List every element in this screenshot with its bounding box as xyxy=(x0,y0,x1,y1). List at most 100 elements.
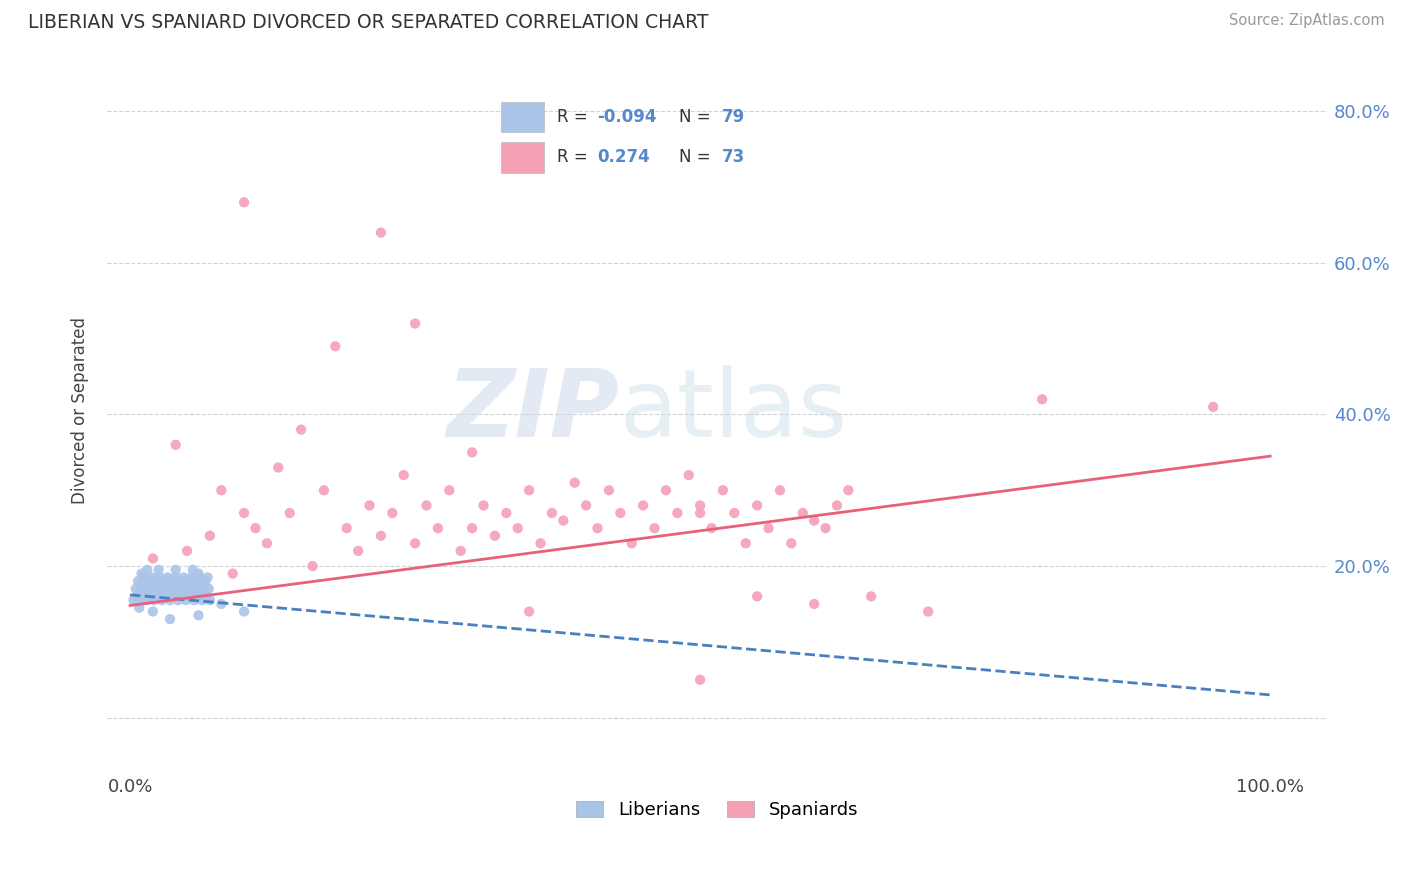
Point xyxy=(529,536,551,550)
Point xyxy=(152,578,174,592)
Point xyxy=(917,605,939,619)
Point xyxy=(184,578,207,592)
Point xyxy=(165,570,187,584)
Point xyxy=(181,582,204,596)
Point xyxy=(575,499,598,513)
Point xyxy=(162,585,184,599)
Point xyxy=(404,536,426,550)
Point xyxy=(129,593,152,607)
Point xyxy=(209,483,232,498)
Point xyxy=(142,582,165,596)
Point xyxy=(233,605,256,619)
Point xyxy=(180,590,202,604)
Point xyxy=(191,593,214,607)
Point xyxy=(155,574,177,589)
Point xyxy=(517,483,540,498)
Text: LIBERIAN VS SPANIARD DIVORCED OR SEPARATED CORRELATION CHART: LIBERIAN VS SPANIARD DIVORCED OR SEPARAT… xyxy=(28,13,709,32)
Point xyxy=(370,226,392,240)
Point xyxy=(136,574,159,589)
Point xyxy=(153,585,176,599)
Point xyxy=(484,529,506,543)
Point xyxy=(198,593,221,607)
Point xyxy=(148,563,170,577)
Point xyxy=(381,506,404,520)
Point xyxy=(150,593,173,607)
Point xyxy=(631,499,654,513)
Point xyxy=(803,514,825,528)
Point xyxy=(176,544,198,558)
Point xyxy=(586,521,609,535)
Point xyxy=(689,673,711,687)
Point xyxy=(128,585,150,599)
Point xyxy=(191,578,214,592)
Point xyxy=(141,570,163,584)
Point xyxy=(323,339,346,353)
Point xyxy=(139,590,162,604)
Point xyxy=(174,593,197,607)
Point xyxy=(495,506,517,520)
Point xyxy=(194,574,217,589)
Point xyxy=(186,585,208,599)
Point xyxy=(678,468,700,483)
Point xyxy=(142,551,165,566)
Point xyxy=(197,570,219,584)
Point xyxy=(312,483,335,498)
Point xyxy=(172,590,194,604)
Point xyxy=(747,590,769,604)
Point xyxy=(142,605,165,619)
Point xyxy=(426,521,449,535)
Point xyxy=(179,574,201,589)
Point xyxy=(132,590,155,604)
Y-axis label: Divorced or Separated: Divorced or Separated xyxy=(72,318,89,504)
Point xyxy=(598,483,620,498)
Point xyxy=(461,521,484,535)
Point xyxy=(256,536,278,550)
Point xyxy=(541,506,564,520)
Point xyxy=(769,483,792,498)
Point xyxy=(157,582,180,596)
Point xyxy=(195,590,218,604)
Point xyxy=(609,506,631,520)
Point xyxy=(146,574,169,589)
Point xyxy=(689,499,711,513)
Point xyxy=(187,566,209,581)
Point xyxy=(564,475,586,490)
Point xyxy=(517,605,540,619)
Legend: Liberians, Spaniards: Liberians, Spaniards xyxy=(569,794,866,827)
Point xyxy=(734,536,756,550)
Point xyxy=(170,574,193,589)
Point xyxy=(267,460,290,475)
Point xyxy=(711,483,734,498)
Point xyxy=(780,536,803,550)
Point xyxy=(148,590,170,604)
Point xyxy=(825,499,848,513)
Point xyxy=(450,544,472,558)
Point xyxy=(125,582,148,596)
Point xyxy=(506,521,529,535)
Point xyxy=(814,521,837,535)
Point xyxy=(655,483,678,498)
Point xyxy=(461,445,484,459)
Point xyxy=(233,506,256,520)
Point xyxy=(131,578,153,592)
Point xyxy=(165,438,187,452)
Point xyxy=(186,574,208,589)
Point xyxy=(620,536,643,550)
Point xyxy=(758,521,780,535)
Point xyxy=(131,566,153,581)
Point xyxy=(233,195,256,210)
Point xyxy=(278,506,301,520)
Point xyxy=(553,514,575,528)
Point xyxy=(165,563,187,577)
Point xyxy=(180,570,202,584)
Point xyxy=(167,593,190,607)
Point xyxy=(149,570,172,584)
Point xyxy=(122,593,145,607)
Point xyxy=(370,529,392,543)
Point xyxy=(209,597,232,611)
Point xyxy=(149,582,172,596)
Point xyxy=(472,499,495,513)
Point xyxy=(169,585,191,599)
Point xyxy=(143,578,166,592)
Point xyxy=(415,499,437,513)
